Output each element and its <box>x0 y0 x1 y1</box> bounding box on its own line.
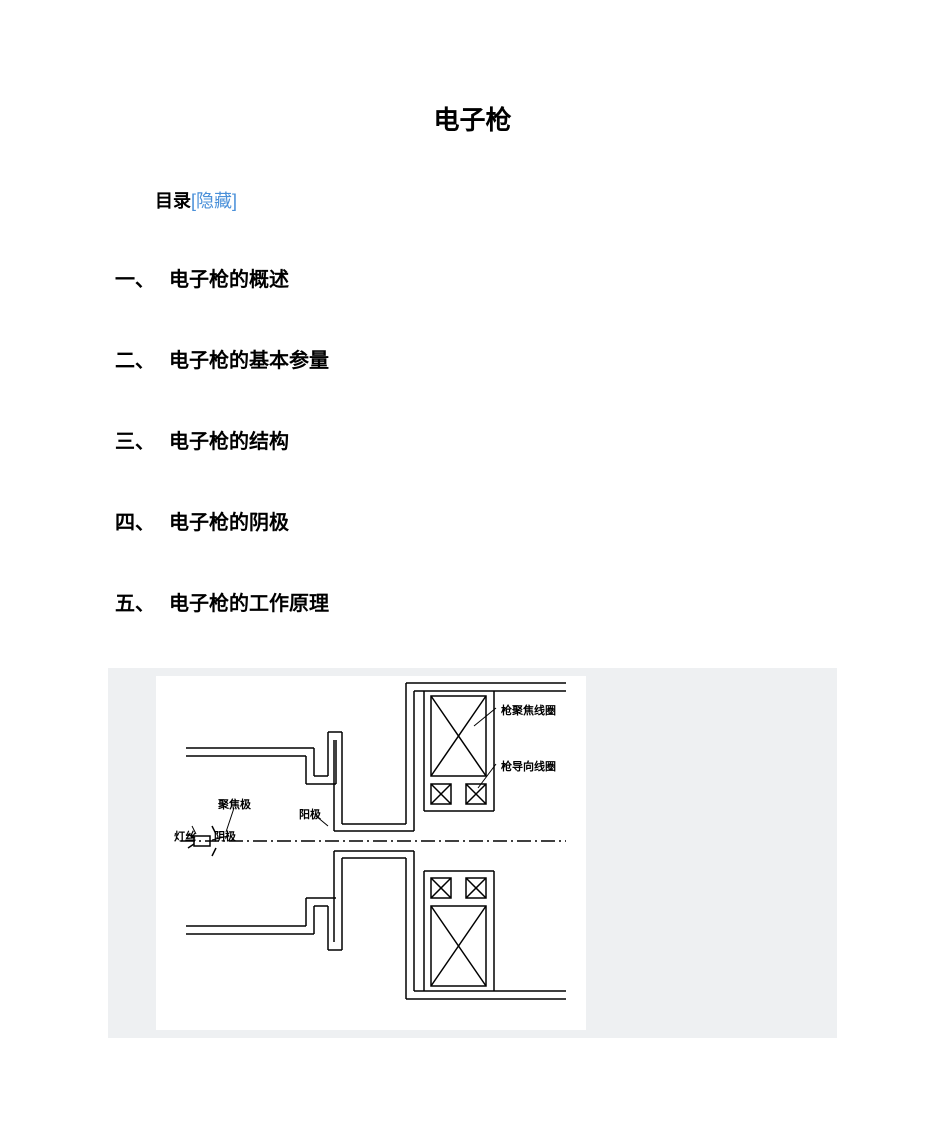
electron-gun-diagram: 灯丝 聚焦极 阴极 阳极 枪聚焦线圈 枪导向线圈 <box>156 676 586 1030</box>
section-title: 电子枪的阴极 <box>169 506 289 535</box>
section-title: 电子枪的概述 <box>169 263 289 292</box>
section-num: 一、 <box>115 263 169 292</box>
label-guide-coil: 枪导向线圈 <box>501 758 556 774</box>
label-focus-coil: 枪聚焦线圈 <box>501 702 556 718</box>
label-cathode: 阴极 <box>214 828 236 844</box>
section-title: 电子枪的结构 <box>169 425 289 454</box>
toc-row: 目录[隐藏] <box>0 187 945 213</box>
toc-hide-link[interactable]: [隐藏] <box>191 191 237 211</box>
label-anode: 阳极 <box>299 806 321 822</box>
section-num: 三、 <box>115 425 169 454</box>
schematic-svg <box>156 676 586 1030</box>
section-title: 电子枪的工作原理 <box>169 587 329 616</box>
section-list: 一、 电子枪的概述 二、 电子枪的基本参量 三、 电子枪的结构 四、 电子枪的阴… <box>0 263 945 616</box>
section-item: 三、 电子枪的结构 <box>115 425 830 454</box>
section-num: 四、 <box>115 506 169 535</box>
section-item: 二、 电子枪的基本参量 <box>115 344 830 373</box>
section-title: 电子枪的基本参量 <box>169 344 329 373</box>
label-focusing-electrode: 聚焦极 <box>218 796 251 812</box>
toc-label: 目录 <box>155 191 191 211</box>
label-filament: 灯丝 <box>174 828 196 844</box>
page-title: 电子枪 <box>0 0 945 187</box>
section-num: 五、 <box>115 587 169 616</box>
section-item: 一、 电子枪的概述 <box>115 263 830 292</box>
section-item: 四、 电子枪的阴极 <box>115 506 830 535</box>
diagram-container: 灯丝 聚焦极 阴极 阳极 枪聚焦线圈 枪导向线圈 <box>108 668 837 1038</box>
section-item: 五、 电子枪的工作原理 <box>115 587 830 616</box>
section-num: 二、 <box>115 344 169 373</box>
